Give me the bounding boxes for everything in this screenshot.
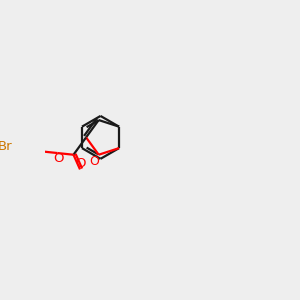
Text: O: O	[89, 155, 99, 168]
Text: O: O	[75, 158, 85, 170]
Text: Br: Br	[0, 140, 13, 153]
Text: O: O	[53, 152, 64, 165]
